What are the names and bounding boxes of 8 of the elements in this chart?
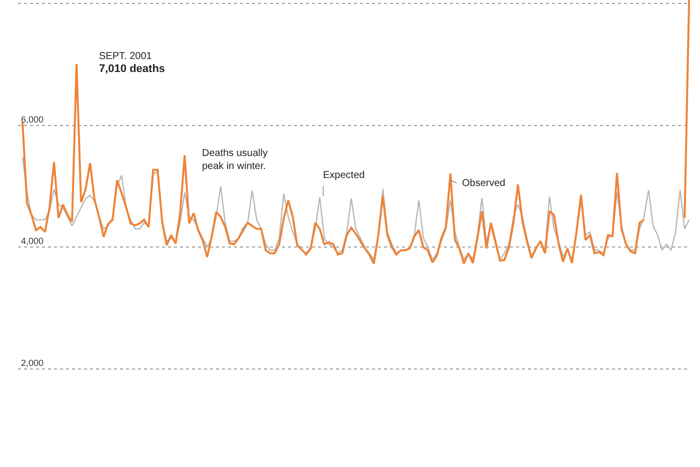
annotation: 7,010 deaths <box>99 63 166 75</box>
series-label: Expected <box>323 170 365 181</box>
series-label: Observed <box>462 178 506 189</box>
annotation: SEPT. 2001 <box>99 51 152 62</box>
y-tick-label: 4,000 <box>21 236 44 246</box>
y-tick-label: 2,000 <box>21 358 44 368</box>
y-tick-label: 6,000 <box>21 114 44 124</box>
annotation: Deaths usually peak in winter. <box>202 148 268 172</box>
